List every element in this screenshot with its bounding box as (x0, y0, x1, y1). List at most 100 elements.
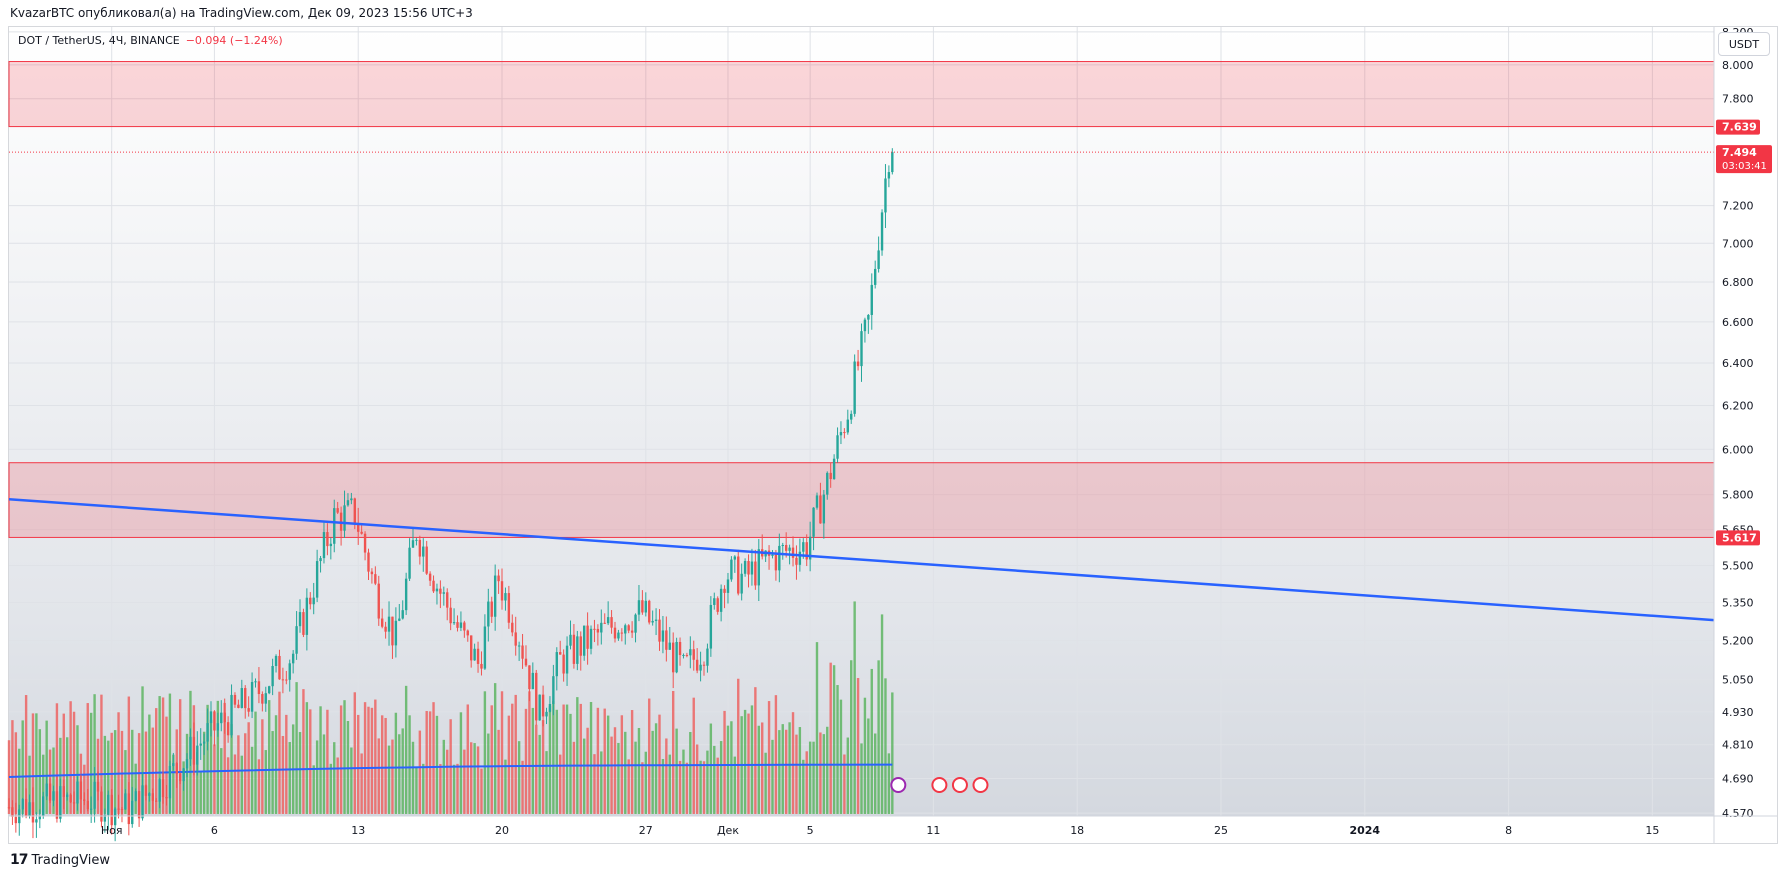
candle-body (641, 600, 644, 613)
candle-body (69, 794, 72, 803)
candle-body (425, 546, 428, 574)
candle-body (357, 523, 360, 532)
volume-bar (391, 739, 394, 814)
candle-body (374, 574, 377, 584)
volume-bar (404, 685, 408, 814)
volume-bar (555, 709, 558, 814)
volume-bar (38, 729, 42, 814)
volume-bar (62, 713, 65, 814)
candle-body (863, 319, 867, 332)
candle-body (165, 797, 168, 799)
volume-bar (716, 757, 719, 814)
y-tick-label: 5.800 (1722, 489, 1754, 502)
volume-bar (771, 739, 774, 814)
volume-bar (411, 741, 415, 814)
currency-button[interactable]: USDT (1718, 32, 1770, 56)
candle-body (148, 793, 151, 796)
candle-body (377, 583, 380, 619)
volume-bar (778, 730, 781, 814)
volume-bar (216, 700, 220, 814)
candle-body (651, 620, 654, 623)
candle-body (586, 625, 589, 649)
volume-bar (100, 694, 103, 814)
volume-bar (637, 727, 641, 814)
volume-bar (305, 702, 309, 814)
candle-body (784, 545, 788, 551)
candle-body (490, 601, 493, 617)
volume-bar (274, 715, 278, 814)
volume-bar (113, 730, 117, 814)
volume-bar (661, 759, 665, 814)
volume-bar (497, 729, 500, 814)
candle-body (695, 659, 699, 671)
volume-bar (843, 754, 846, 814)
x-tick-label: 11 (926, 824, 940, 837)
candle-body (281, 679, 285, 681)
candle-body (240, 688, 244, 708)
volume-bar (750, 705, 754, 814)
volume-bar (884, 678, 887, 814)
volume-bar (168, 693, 172, 814)
volume-bar (603, 708, 606, 814)
candle-body (158, 779, 161, 802)
volume-bar (350, 747, 353, 814)
volume-bar (93, 694, 96, 814)
volume-bar (329, 763, 333, 814)
candle-body (144, 785, 148, 796)
volume-bar (774, 695, 778, 814)
candle-body (473, 648, 476, 661)
candle-body (329, 543, 333, 547)
volume-bar (432, 702, 435, 814)
volume-bar (733, 756, 737, 814)
volume-bar (757, 725, 760, 814)
candle-body (709, 604, 713, 649)
candle-body (665, 630, 668, 650)
event-flag-icon (951, 777, 968, 793)
price-label: 7.494 (1722, 146, 1757, 159)
volume-bar (285, 714, 288, 814)
candle-body (832, 458, 836, 480)
event-flag-icon (972, 777, 989, 793)
candle-body (884, 178, 887, 213)
tradingview-logo[interactable]: 17 TradingView (10, 852, 110, 868)
candle-body (713, 598, 716, 605)
candle-body (470, 635, 473, 661)
candle-body (11, 807, 14, 817)
candle-body (432, 580, 435, 592)
candle-body (524, 658, 528, 666)
candle-body (856, 361, 860, 367)
volume-bar (767, 701, 771, 814)
candle-body (439, 588, 442, 594)
candle-body (545, 711, 548, 717)
volume-bar (887, 753, 891, 814)
candle-body (418, 539, 422, 557)
volume-bar (425, 710, 428, 814)
volume-bar (517, 741, 521, 814)
x-tick-label: 15 (1645, 824, 1659, 837)
volume-bar (764, 752, 767, 814)
volume-bar (446, 749, 449, 814)
candle-body (624, 625, 627, 634)
volume-bar (435, 715, 439, 814)
candle-body (411, 540, 415, 548)
candle-body (569, 634, 572, 646)
candle-body (839, 432, 843, 436)
volume-bar (802, 759, 805, 814)
candle-body (483, 626, 487, 669)
candle-body (380, 618, 384, 627)
candle-body (103, 814, 107, 822)
volume-bar (298, 732, 302, 814)
volume-bar (72, 711, 76, 814)
candle-body (682, 655, 685, 657)
candle-body (199, 743, 202, 746)
volume-bar (11, 720, 14, 814)
volume-bar (531, 707, 535, 814)
y-tick-label: 4.810 (1722, 739, 1754, 752)
candle-body (493, 575, 497, 617)
candle-body (500, 581, 504, 601)
volume-bar (761, 722, 764, 814)
volume-bar (514, 694, 517, 814)
candle-body (93, 781, 96, 809)
volume-bar (699, 760, 702, 814)
